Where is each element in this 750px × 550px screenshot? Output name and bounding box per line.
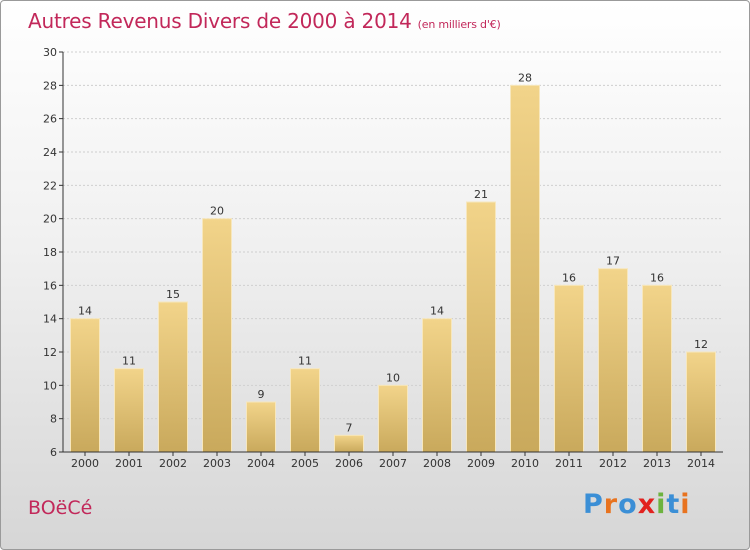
bar-2000	[70, 318, 100, 453]
y-tick-label: 16	[43, 279, 57, 292]
bar-value-label: 21	[474, 188, 488, 201]
y-tick-label: 20	[43, 213, 57, 226]
y-tick-label: 24	[43, 146, 57, 159]
x-tick-label: 2011	[555, 457, 583, 470]
x-tick-label: 2014	[687, 457, 715, 470]
bar-2002	[158, 301, 188, 453]
bar-2008	[422, 318, 452, 453]
axes	[59, 51, 723, 456]
bar-2007	[378, 384, 408, 453]
x-tick-label: 2003	[203, 457, 231, 470]
bar-2003	[202, 218, 232, 453]
y-tick-label: 28	[43, 79, 57, 92]
y-tick-label: 12	[43, 346, 57, 359]
bar-value-label: 12	[694, 338, 708, 351]
x-tick-label: 2012	[599, 457, 627, 470]
bar-value-label: 28	[518, 71, 532, 84]
brand-letter: i	[656, 489, 667, 520]
bar-2012	[598, 268, 628, 453]
x-tick-label: 2010	[511, 457, 539, 470]
bar-2005	[290, 368, 320, 453]
x-tick-label: 2005	[291, 457, 319, 470]
x-tick-label: 2013	[643, 457, 671, 470]
y-tick-label: 18	[43, 246, 57, 259]
bar-2004	[246, 401, 276, 453]
bar-2014	[686, 351, 716, 453]
chart-subtitle: (en milliers d'€)	[417, 18, 501, 31]
x-tick-label: 2001	[115, 457, 143, 470]
brand-letter: r	[603, 489, 619, 520]
bar-value-label: 11	[298, 355, 312, 368]
bar-value-label: 15	[166, 288, 180, 301]
brand-letter: o	[618, 489, 638, 520]
bar-2006	[334, 434, 364, 453]
bar-value-label: 10	[386, 371, 400, 384]
brand-logo: Proxiti	[583, 489, 691, 520]
chart-title: Autres Revenus Divers de 2000 à 2014 (en …	[28, 9, 501, 33]
x-tick-label: 2009	[467, 457, 495, 470]
chart-title-text: Autres Revenus Divers de 2000 à 2014	[28, 9, 412, 33]
y-tick-label: 22	[43, 179, 57, 192]
bar-value-label: 20	[210, 205, 224, 218]
labels: 6 8 10 12 14 16 18 20 22 24 26 28 30 14 2000 11 2001 15 20…	[43, 46, 715, 470]
y-tick-label: 30	[43, 46, 57, 59]
bars	[70, 84, 716, 453]
x-tick-label: 2008	[423, 457, 451, 470]
y-tick-label: 8	[50, 413, 57, 426]
bar-2013	[642, 284, 672, 453]
bar-2011	[554, 284, 584, 453]
bar-value-label: 16	[562, 271, 576, 284]
bar-2010	[510, 84, 540, 453]
bar-2001	[114, 368, 144, 453]
commune-name: BOëCé	[28, 497, 93, 519]
bar-value-label: 7	[346, 421, 353, 434]
brand-letter: i	[680, 489, 691, 520]
brand-letter: x	[637, 489, 657, 520]
bar-value-label: 17	[606, 255, 620, 268]
y-tick-label: 6	[50, 446, 57, 459]
y-tick-label: 10	[43, 379, 57, 392]
x-tick-label: 2004	[247, 457, 275, 470]
x-tick-label: 2007	[379, 457, 407, 470]
bar-value-label: 14	[430, 305, 444, 318]
bar-value-label: 16	[650, 271, 664, 284]
brand-letter: t	[666, 489, 681, 520]
bar-value-label: 14	[78, 305, 92, 318]
x-tick-label: 2006	[335, 457, 363, 470]
bar-value-label: 9	[258, 388, 265, 401]
brand-letter: P	[583, 489, 604, 520]
bar-2009	[466, 201, 496, 453]
bar-value-label: 11	[122, 355, 136, 368]
y-tick-label: 14	[43, 313, 57, 326]
x-tick-label: 2002	[159, 457, 187, 470]
y-tick-label: 26	[43, 113, 57, 126]
x-tick-label: 2000	[71, 457, 99, 470]
